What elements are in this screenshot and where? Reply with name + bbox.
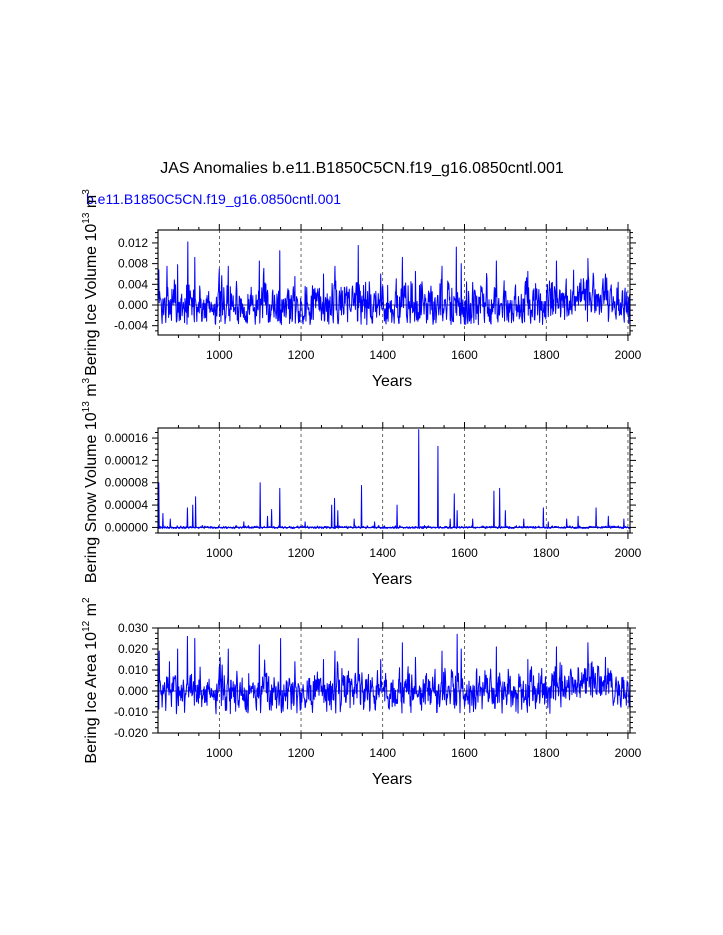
y-axis-title: Bering Snow Volume 1013 m3 xyxy=(81,377,100,583)
x-tick-label: 1800 xyxy=(533,348,560,362)
x-tick-label: 1000 xyxy=(206,746,233,760)
case-label: b.e11.B1850C5CN.f19_g16.0850cntl.001 xyxy=(86,191,341,207)
y-tick-label: 0.010 xyxy=(118,663,148,677)
y-axis-title: Bering Ice Volume 1013 m3 xyxy=(81,189,100,376)
panel-ice-area: 1000 1200 1400 1600 1800 2000 -0.020 -0.010 0.00… xyxy=(81,597,642,788)
x-tick-label: 1400 xyxy=(369,546,396,560)
x-axis-title: Years xyxy=(372,571,412,588)
series-line xyxy=(157,429,631,530)
x-tick-label: 1800 xyxy=(533,546,560,560)
y-tick-label: -0.010 xyxy=(114,705,148,719)
y-tick-label: 0.008 xyxy=(118,257,148,271)
x-tick-label: 2000 xyxy=(615,546,642,560)
series-line xyxy=(157,633,631,715)
x-tick-label: 1400 xyxy=(369,348,396,362)
panels-group: 1000 1200 1400 1600 1800 2000 -0.004 0.000 0.004… xyxy=(81,189,642,788)
x-tick-label: 1600 xyxy=(451,546,478,560)
figure-title: JAS Anomalies b.e11.B1850C5CN.f19_g16.08… xyxy=(160,160,564,177)
x-tick-label: 1200 xyxy=(288,746,315,760)
plot-frame xyxy=(157,427,631,534)
y-tick-label: 0.030 xyxy=(118,621,148,635)
x-axis-title: Years xyxy=(372,373,412,390)
plot-frame xyxy=(157,229,631,336)
panel-snow-volume: 1000 1200 1400 1600 1800 2000 0.00000 0.00004 0.… xyxy=(81,377,642,588)
y-tick-label: -0.020 xyxy=(114,726,148,740)
y-tick-label: 0.000 xyxy=(118,684,148,698)
y-tick-label: 0.00000 xyxy=(105,520,149,534)
y-tick-label: 0.00004 xyxy=(105,498,149,512)
y-tick-label: 0.004 xyxy=(118,277,148,291)
x-tick-label: 1000 xyxy=(206,348,233,362)
y-tick-label: -0.004 xyxy=(114,319,148,333)
y-tick-label: 0.012 xyxy=(118,236,148,250)
y-tick-label: 0.00012 xyxy=(105,453,149,467)
x-tick-label: 1800 xyxy=(533,746,560,760)
y-axis-title: Bering Ice Area 1012 m2 xyxy=(81,597,100,764)
panel-ice-volume: 1000 1200 1400 1600 1800 2000 -0.004 0.000 0.004… xyxy=(81,189,642,390)
x-tick-label: 1600 xyxy=(451,348,478,362)
x-tick-label: 1600 xyxy=(451,746,478,760)
series-line xyxy=(157,241,631,326)
y-tick-label: 0.020 xyxy=(118,642,148,656)
x-tick-label: 1000 xyxy=(206,546,233,560)
x-axis-title: Years xyxy=(372,771,412,788)
x-tick-label: 1400 xyxy=(369,746,396,760)
y-tick-label: 0.00016 xyxy=(105,431,149,445)
y-tick-label: 0.00008 xyxy=(105,476,149,490)
x-tick-label: 2000 xyxy=(615,746,642,760)
x-tick-label: 1200 xyxy=(288,348,315,362)
x-tick-label: 2000 xyxy=(615,348,642,362)
y-tick-label: 0.000 xyxy=(118,298,148,312)
x-tick-label: 1200 xyxy=(288,546,315,560)
